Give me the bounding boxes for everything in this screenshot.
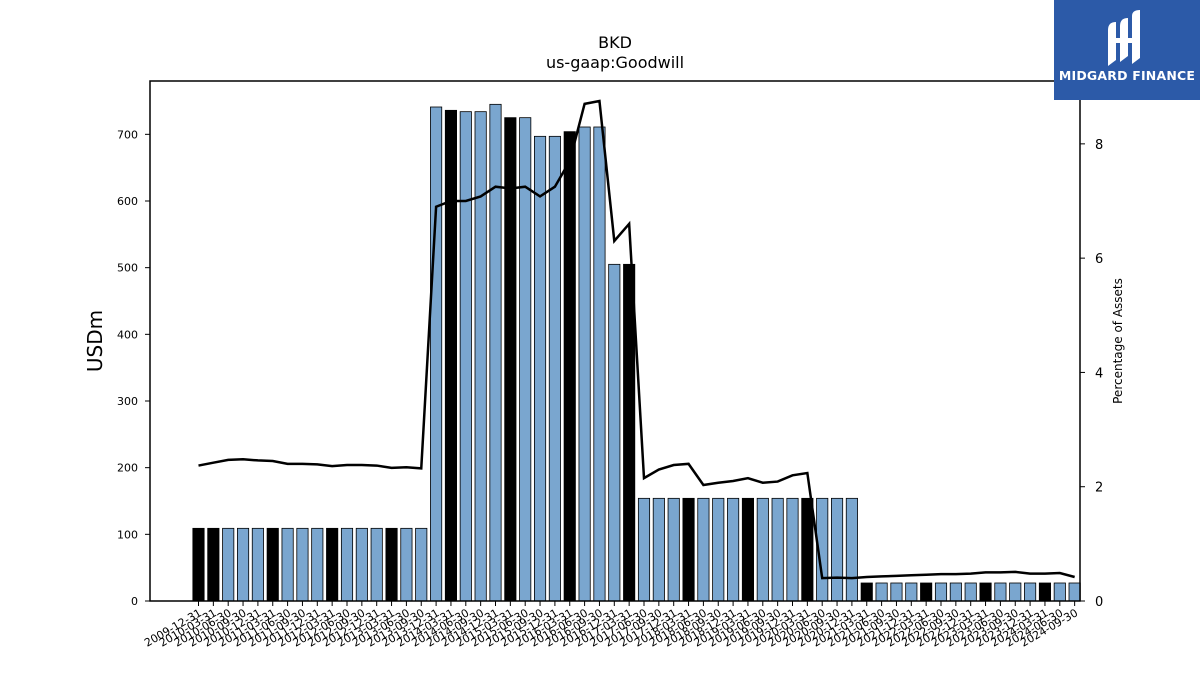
bar-2017-09-30 bbox=[652, 497, 665, 602]
bar-2021-03-31 bbox=[860, 582, 873, 602]
bar-2015-03-31 bbox=[504, 117, 517, 602]
y-axis-right: 0 2 4 6 8 bbox=[1080, 138, 1103, 610]
bar-2018-09-30 bbox=[712, 497, 725, 602]
y2-axis-label: Percentage of Assets bbox=[1111, 278, 1125, 404]
bar-2021-12-31 bbox=[905, 582, 918, 602]
bar-2023-12-31 bbox=[1024, 582, 1037, 602]
bar-2013-09-30 bbox=[415, 527, 428, 602]
bar-2018-06-30 bbox=[697, 497, 710, 602]
midgard-finance-logo: MIDGARD FINANCE bbox=[1054, 0, 1200, 100]
logo-text: MIDGARD FINANCE bbox=[1058, 68, 1196, 83]
y-tick-label: 500 bbox=[117, 262, 138, 275]
logo-mark-icon bbox=[1108, 10, 1140, 66]
bar-2018-03-31 bbox=[682, 497, 695, 602]
bar-2015-12-31 bbox=[548, 135, 561, 602]
bar-2019-03-31 bbox=[741, 497, 754, 602]
bar-2011-09-30 bbox=[296, 527, 309, 602]
bar-2017-03-31 bbox=[623, 263, 636, 602]
bar-2010-09-30 bbox=[236, 527, 250, 602]
bar-2016-03-31 bbox=[563, 131, 576, 602]
y2-tick-label: 2 bbox=[1095, 481, 1103, 496]
y-tick-label: 200 bbox=[117, 462, 138, 475]
plot-frame bbox=[149, 80, 1081, 602]
bar-2016-09-30 bbox=[593, 126, 606, 602]
bar-2022-09-30 bbox=[949, 582, 962, 602]
bar-2019-06-30 bbox=[756, 497, 769, 602]
bar-2015-09-30 bbox=[534, 135, 547, 602]
y-tick-label: 0 bbox=[131, 595, 138, 608]
bar-2011-06-30 bbox=[281, 527, 294, 602]
bar-2020-03-31 bbox=[801, 497, 814, 602]
y-tick-label: 100 bbox=[117, 528, 138, 541]
bar-2024-09-30 bbox=[1068, 582, 1081, 602]
bar-2017-12-31 bbox=[667, 497, 680, 602]
bar-2009-12-31 bbox=[192, 527, 205, 602]
bar-2013-03-31 bbox=[385, 527, 398, 602]
bar-2012-12-31 bbox=[370, 527, 383, 602]
bar-2023-09-30 bbox=[1009, 582, 1022, 602]
chart-title: BKD bbox=[598, 33, 632, 52]
bar-2023-03-31 bbox=[979, 582, 992, 602]
bar-2024-03-31 bbox=[1038, 582, 1052, 602]
bar-2012-09-30 bbox=[355, 527, 368, 602]
y-tick-label: 400 bbox=[117, 328, 138, 341]
bar-2013-06-30 bbox=[400, 527, 413, 602]
bar-2014-06-30 bbox=[459, 111, 472, 602]
y2-tick-label: 8 bbox=[1095, 138, 1103, 153]
bar-2010-03-31 bbox=[207, 527, 220, 602]
bar-2016-06-30 bbox=[578, 126, 591, 602]
y2-tick-label: 0 bbox=[1095, 595, 1103, 610]
bar-2022-06-30 bbox=[934, 582, 948, 602]
bar-2022-03-31 bbox=[920, 582, 933, 602]
bar-2020-12-31 bbox=[845, 497, 858, 602]
bar-2022-12-31 bbox=[964, 582, 977, 602]
bar-series bbox=[192, 103, 1081, 602]
y-tick-label: 300 bbox=[117, 395, 138, 408]
bar-2014-09-30 bbox=[474, 111, 487, 602]
bar-2021-09-30 bbox=[890, 582, 903, 602]
bar-2012-03-31 bbox=[326, 527, 339, 602]
y2-tick-label: 6 bbox=[1095, 252, 1103, 267]
x-axis: 2009-12-312010-03-312010-06-302010-09-30… bbox=[142, 601, 1080, 650]
bar-2011-03-31 bbox=[266, 527, 279, 602]
bar-2012-06-30 bbox=[340, 527, 354, 602]
bar-2024-06-30 bbox=[1053, 582, 1066, 602]
y2-tick-label: 4 bbox=[1095, 366, 1103, 381]
bar-2010-12-31 bbox=[251, 527, 264, 602]
bar-2010-06-30 bbox=[222, 527, 235, 602]
y-axis-left: 0 100 200 300 400 500 600 700 bbox=[117, 128, 150, 608]
y-axis-label: USDm bbox=[83, 310, 107, 372]
y-tick-label: 700 bbox=[117, 128, 138, 141]
bar-2016-12-31 bbox=[608, 263, 621, 602]
y-tick-label: 600 bbox=[117, 195, 138, 208]
bar-2019-09-30 bbox=[771, 497, 784, 602]
bar-2011-12-31 bbox=[311, 527, 324, 602]
bar-2014-03-31 bbox=[444, 109, 457, 602]
percentage-line bbox=[198, 99, 1075, 580]
bar-2014-12-31 bbox=[489, 103, 502, 602]
bar-2019-12-31 bbox=[786, 497, 799, 602]
bar-2023-06-30 bbox=[994, 582, 1007, 602]
bar-2020-09-30 bbox=[831, 497, 844, 602]
bar-2021-06-30 bbox=[875, 582, 888, 602]
chart-subtitle: us-gaap:Goodwill bbox=[546, 53, 684, 72]
bar-2017-06-30 bbox=[637, 497, 651, 602]
bar-2013-12-31 bbox=[430, 106, 443, 602]
bar-2018-12-31 bbox=[727, 497, 740, 602]
